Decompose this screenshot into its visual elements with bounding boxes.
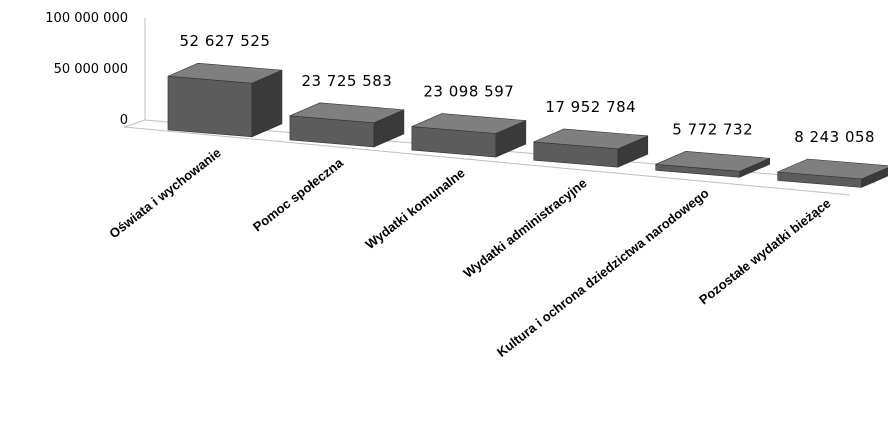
value-label: 23 098 597 xyxy=(423,83,514,101)
bar-front-face xyxy=(167,75,253,138)
category-label: Pomoc społeczna xyxy=(250,155,346,235)
bar-top-face xyxy=(533,128,648,150)
category-labels: Oświata i wychowanie Pomoc społeczna Wydat… xyxy=(106,145,833,360)
value-label: 17 952 784 xyxy=(545,98,636,116)
bar-side-face xyxy=(861,167,888,188)
value-label: 8 243 058 xyxy=(794,128,875,146)
bar xyxy=(533,128,649,168)
bar-top-face xyxy=(777,158,888,180)
bar xyxy=(777,158,888,188)
value-label: 23 725 583 xyxy=(301,72,392,90)
y-tick-label: 100 000 000 xyxy=(45,11,128,26)
bar-top-face xyxy=(167,62,283,84)
bar xyxy=(655,151,771,178)
bar xyxy=(167,62,283,138)
category-label: Wydatki administracyjne xyxy=(460,175,589,281)
value-label: 5 772 732 xyxy=(672,120,753,138)
bar-top-face xyxy=(655,151,770,172)
bar-top-face xyxy=(289,102,405,124)
bar xyxy=(411,113,527,158)
category-label: Pozostałe wydatki bieżące xyxy=(696,195,833,307)
category-label: Wydatki komunalne xyxy=(362,165,467,252)
y-axis-ticks: 0 50 000 000 100 000 000 xyxy=(45,11,128,128)
value-labels: 52 627 525 23 725 583 23 098 597 17 952 784… xyxy=(180,32,875,146)
y-tick-label: 50 000 000 xyxy=(54,62,128,77)
floor-front-edge xyxy=(123,126,851,196)
bar xyxy=(289,102,405,148)
y-tick-label: 0 xyxy=(120,113,128,128)
bar-top-face xyxy=(411,113,526,134)
floor-left-edge xyxy=(123,119,146,128)
category-label: Kultura i ochrona dziedzictwa narodowego xyxy=(494,185,712,360)
bars xyxy=(167,62,888,188)
category-label: Oświata i wychowanie xyxy=(106,145,223,241)
value-label: 52 627 525 xyxy=(180,32,271,50)
